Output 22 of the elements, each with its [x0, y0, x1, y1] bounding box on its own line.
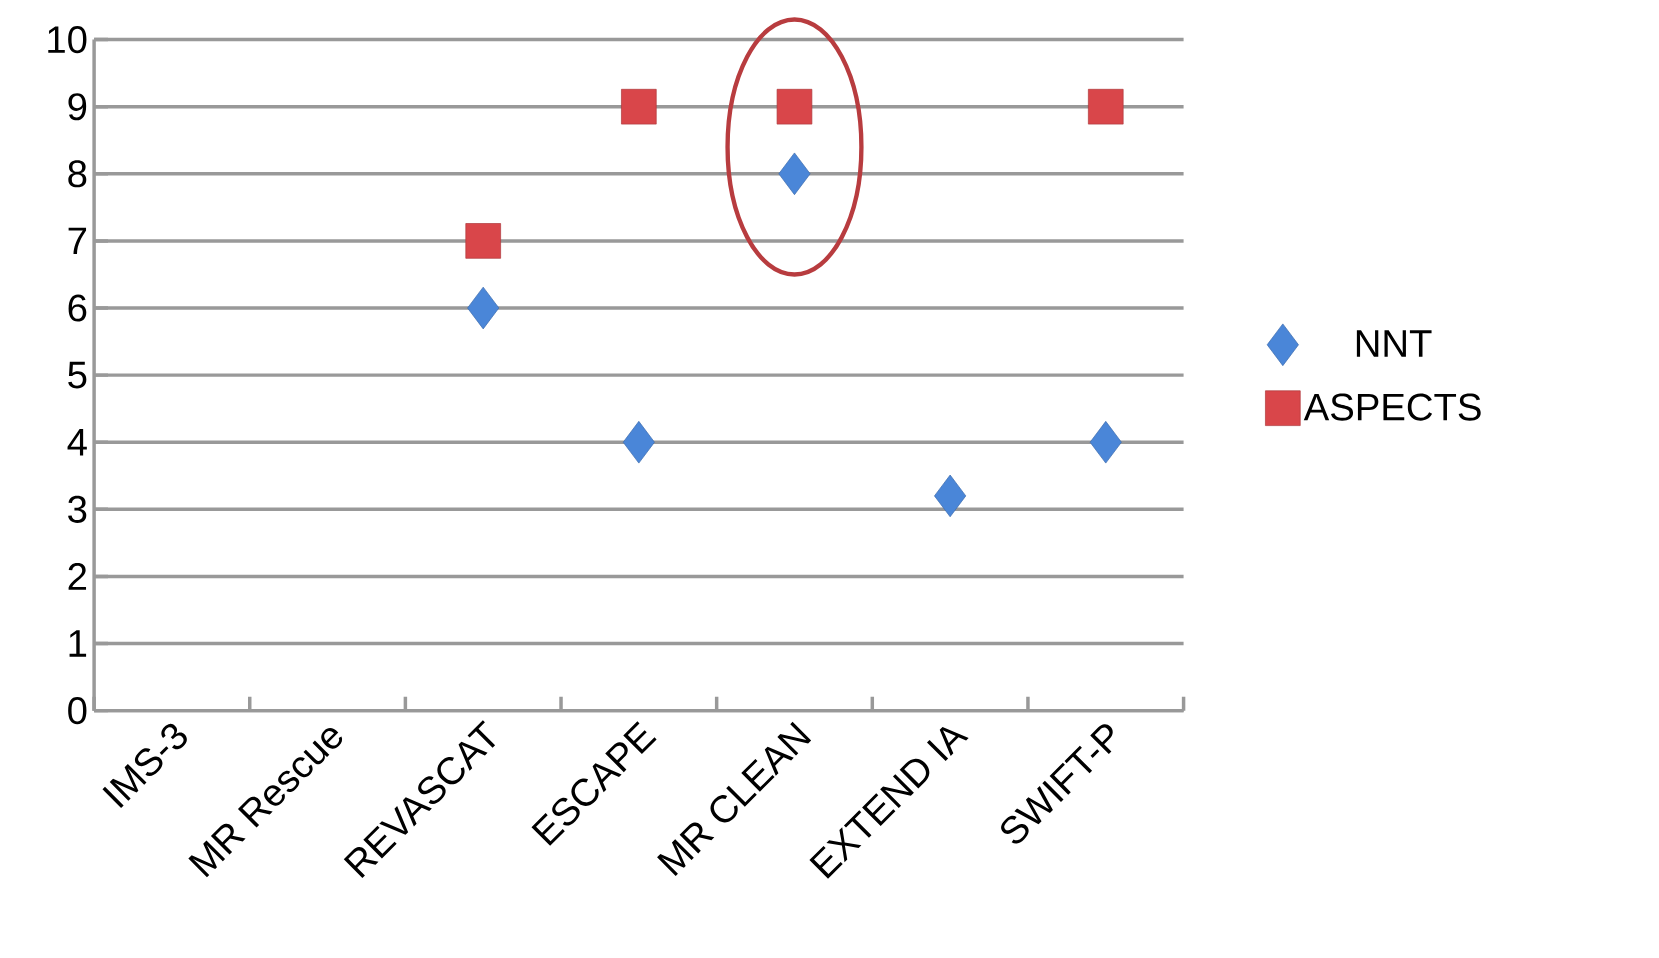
point [621, 88, 657, 125]
point [467, 286, 500, 330]
point [934, 474, 967, 518]
legend-label: ASPECTS [1303, 393, 1481, 421]
y-tick-label: 8 [68, 160, 87, 188]
y-tick-label: 7 [68, 227, 87, 254]
y-tick-label: 3 [68, 495, 87, 523]
point [778, 152, 811, 195]
legend-label: NNT [1356, 330, 1432, 357]
y-tick-label: 5 [68, 361, 87, 389]
point [622, 420, 655, 464]
point [1088, 88, 1124, 125]
y-tick-label: 10 [48, 25, 87, 54]
y-tick-label: 6 [68, 294, 87, 322]
y-tick-label: 4 [67, 428, 87, 456]
point [465, 223, 501, 259]
y-tick-label: 0 [68, 696, 87, 725]
y-tick-label: 9 [68, 93, 87, 121]
y-tick-label: 2 [68, 562, 87, 590]
point [1089, 420, 1122, 464]
y-tick-label: 1 [69, 630, 87, 657]
point [776, 88, 813, 125]
